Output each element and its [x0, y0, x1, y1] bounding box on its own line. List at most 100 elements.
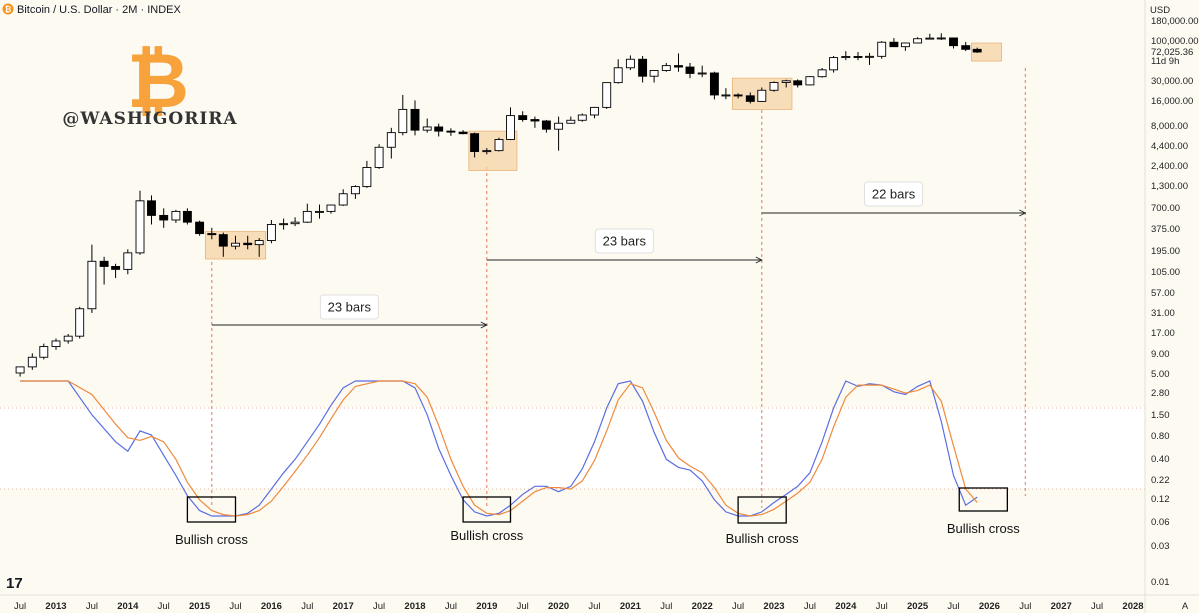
- bullish-cross-box: [186, 496, 237, 523]
- candle: [685, 62, 695, 79]
- candle: [302, 203, 312, 223]
- candle-body-down: [745, 95, 755, 102]
- candle-body-up: [506, 115, 515, 140]
- candle: [841, 51, 851, 61]
- candle: [398, 94, 408, 136]
- candle: [613, 59, 623, 84]
- candle: [159, 208, 169, 228]
- candle: [111, 263, 121, 279]
- candle-body-up: [625, 58, 635, 69]
- candle: [75, 306, 85, 339]
- price-tick-label: 2,400.00: [1151, 161, 1188, 172]
- candle: [51, 338, 61, 350]
- time-tick-year: 2025: [907, 601, 929, 612]
- currency-label[interactable]: USD: [1150, 5, 1170, 16]
- time-tick-year: 2022: [692, 601, 713, 612]
- candle: [913, 37, 923, 44]
- time-tick-year: 2024: [835, 601, 857, 612]
- candle-body-down: [458, 131, 468, 135]
- candle-body-up: [27, 356, 37, 368]
- time-tick-year: 2016: [261, 601, 282, 612]
- candle-body-up: [302, 210, 312, 223]
- candle: [709, 71, 719, 100]
- candle-body-down: [434, 126, 444, 132]
- candle: [853, 52, 863, 61]
- candle-body-up: [554, 122, 564, 130]
- candle-body-down: [446, 130, 456, 133]
- time-tick-label: Jul: [301, 601, 313, 612]
- candle: [434, 123, 444, 137]
- candle: [769, 81, 779, 92]
- candle: [961, 42, 971, 52]
- candle-body-down: [410, 108, 420, 131]
- candle: [243, 235, 253, 250]
- candle-body-up: [15, 366, 25, 374]
- candle: [554, 116, 564, 151]
- candle: [889, 38, 899, 48]
- candle: [410, 100, 420, 136]
- bar-countdown-label: 11d 9h: [1151, 56, 1179, 67]
- measure-arrow-head-icon: [480, 321, 488, 329]
- candle-body-up: [338, 193, 348, 206]
- chart-header: ₿ Bitcoin / U.S. Dollar · 2M · INDEX: [2, 3, 181, 16]
- candle-body-down: [541, 120, 551, 130]
- candle-body-up: [374, 146, 384, 168]
- candle: [745, 92, 755, 104]
- candle: [817, 67, 827, 78]
- candle-body-down: [733, 94, 743, 97]
- candle: [733, 93, 743, 99]
- price-tick-label: 0.03: [1151, 541, 1170, 552]
- bitcoin-logo-icon: ₿: [127, 36, 189, 125]
- measure-label: 22 bars: [872, 187, 916, 202]
- candle-body-down: [195, 221, 205, 235]
- measure-arrow-head-icon: [755, 256, 763, 264]
- candle-body-down: [961, 45, 971, 50]
- candle: [279, 218, 289, 230]
- candle-body-down: [207, 233, 217, 236]
- time-tick-year: 2021: [620, 601, 642, 612]
- candle: [39, 343, 49, 360]
- candle: [972, 47, 982, 53]
- time-axis[interactable]: Jul 2013 Jul 2014 Jul 2015 Jul 2016 Jul 2017 Jul 20…: [0, 594, 1199, 612]
- candle-body-up: [315, 210, 324, 213]
- price-tick-label: 0.12: [1151, 494, 1170, 505]
- time-tick-year: 2018: [404, 601, 425, 612]
- candle-body-up: [925, 37, 935, 40]
- candle: [949, 37, 958, 49]
- time-tick-year: 2027: [1051, 601, 1072, 612]
- candle: [386, 127, 396, 159]
- time-tick-year: 2026: [979, 601, 1000, 612]
- bullish-cross-box: [737, 496, 787, 524]
- candle: [482, 148, 492, 155]
- candle-body-up: [87, 260, 97, 310]
- candle: [338, 189, 348, 206]
- candle: [649, 70, 659, 83]
- candle-body-up: [494, 139, 504, 152]
- candle: [87, 244, 97, 313]
- price-tick-label: 5.00: [1151, 369, 1170, 380]
- candle-body-down: [518, 115, 528, 121]
- candle: [877, 41, 887, 59]
- price-tick-label: 0.01: [1151, 577, 1170, 588]
- price-tick-label: 180,000.00: [1151, 16, 1199, 27]
- candle-body-up: [39, 346, 49, 358]
- time-tick-label: Jul: [660, 601, 672, 612]
- last-price-label: 72,025.36: [1151, 47, 1193, 58]
- time-tick-label: Jul: [229, 601, 241, 612]
- candle: [865, 52, 874, 65]
- candle: [458, 130, 468, 135]
- time-tick-year: 2019: [476, 601, 497, 612]
- candle: [674, 53, 683, 72]
- price-tick-label: 100,000.00: [1151, 36, 1199, 47]
- candle: [900, 42, 910, 51]
- candle-body-up: [900, 42, 910, 48]
- tradingview-logo-icon[interactable]: 17: [6, 575, 23, 592]
- tradingview-logo[interactable]: 17: [6, 575, 23, 592]
- bullish-cross-label: Bullish cross: [726, 531, 799, 546]
- candle-body-down: [949, 37, 958, 47]
- bullish-cross-label: Bullish cross: [175, 532, 248, 547]
- candle: [661, 62, 671, 72]
- candle-body-up: [566, 119, 576, 124]
